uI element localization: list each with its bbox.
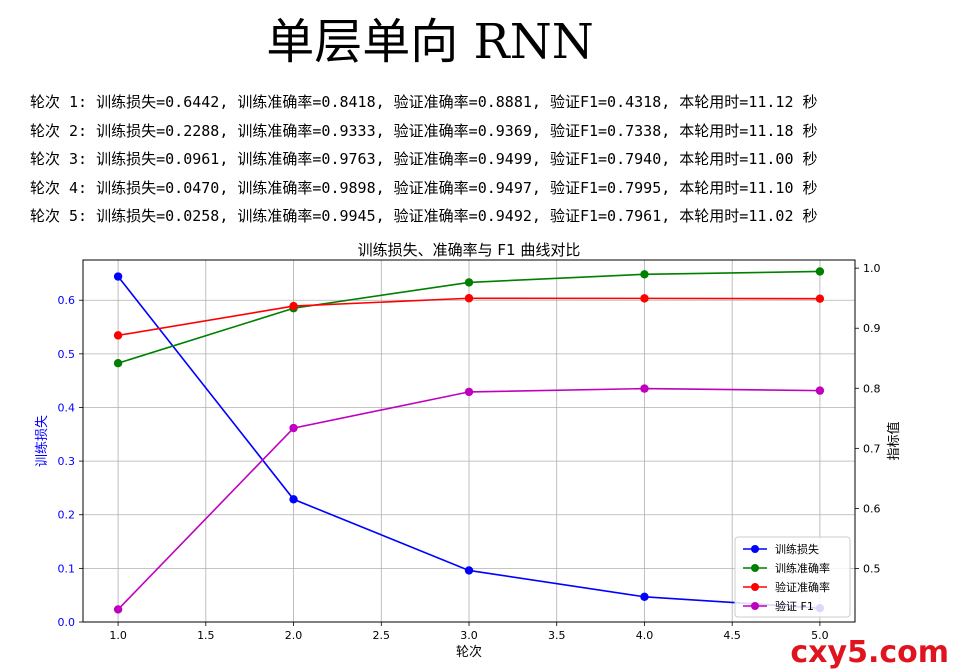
y-left-tick-label: 0.0: [58, 616, 76, 629]
axes: 1.0 1.5 2.0 2.5 3.0 3.5 4.0 4.5 5.0 0.0 0.1 0.2 0.3 0…: [58, 262, 881, 642]
data-point: [113, 272, 123, 281]
series-layer: [113, 267, 825, 614]
data-point: [113, 358, 123, 368]
y-left-tick-label: 0.3: [58, 455, 76, 468]
page-title: 单层单向 RNN: [266, 14, 594, 70]
y-right-tick-label: 1.0: [863, 262, 881, 275]
y-right-tick-label: 0.8: [863, 382, 881, 395]
watermark: cxy5.com: [790, 635, 949, 670]
y-right-tick-label: 0.5: [863, 562, 881, 575]
legend-swatch-marker: [751, 602, 759, 610]
y-right-tick-label: 0.9: [863, 322, 881, 335]
data-point: [640, 270, 649, 279]
x-tick-label: 3.0: [460, 629, 478, 642]
x-tick-label: 3.5: [548, 629, 566, 642]
log-line-2: 轮次 2: 训练损失=0.2288, 训练准确率=0.9333, 验证准确率=0…: [30, 121, 818, 140]
legend-label: 验证 F1: [775, 599, 814, 613]
legend-label: 验证准确率: [775, 580, 830, 594]
data-point: [289, 423, 298, 433]
x-tick-label: 2.0: [285, 629, 303, 642]
data-point: [464, 387, 474, 397]
legend-label: 训练损失: [775, 542, 819, 556]
data-point: [640, 384, 649, 393]
data-point: [815, 294, 825, 303]
data-point: [289, 301, 298, 311]
x-tick-label: 1.0: [109, 629, 127, 642]
y-left-tick-label: 0.1: [58, 562, 76, 575]
x-tick-label: 5.0: [811, 629, 829, 642]
data-point: [464, 294, 474, 303]
data-point: [640, 592, 649, 601]
y-left-tick-label: 0.2: [58, 509, 76, 522]
y-axis-left-label: 训练损失: [35, 415, 50, 467]
legend-box: [734, 536, 851, 618]
y-left-tick-label: 0.4: [58, 401, 76, 414]
log-line-5: 轮次 5: 训练损失=0.0258, 训练准确率=0.9945, 验证准确率=0…: [30, 207, 818, 225]
x-tick-label: 4.0: [636, 629, 654, 642]
data-point: [815, 386, 825, 395]
data-point: [113, 605, 123, 614]
x-tick-label: 1.5: [197, 629, 215, 642]
metrics-line-chart: 训练损失、准确率与 F1 曲线对比 1.0 1.5 2.0 2.5 3.0 3.5 4.0 4…: [35, 241, 902, 660]
data-point: [464, 278, 474, 287]
log-line-4: 轮次 4: 训练损失=0.0470, 训练准确率=0.9898, 验证准确率=0…: [30, 178, 818, 197]
y-axis-right-label: 指标值: [886, 421, 902, 460]
data-point: [289, 495, 298, 504]
y-left-tick-label: 0.6: [58, 294, 76, 307]
x-tick-label: 4.5: [723, 629, 741, 642]
y-right-tick-label: 0.6: [863, 502, 881, 515]
legend-swatch-marker: [751, 564, 759, 572]
legend-label: 训练准确率: [775, 561, 830, 575]
data-point: [113, 331, 123, 340]
x-axis-label: 轮次: [456, 644, 482, 660]
log-line-3: 轮次 3: 训练损失=0.0961, 训练准确率=0.9763, 验证准确率=0…: [30, 150, 818, 168]
log-line-1: 轮次 1: 训练损失=0.6442, 训练准确率=0.8418, 验证准确率=0…: [30, 93, 818, 111]
legend-swatch-marker: [751, 583, 759, 591]
y-right-tick-label: 0.7: [863, 442, 881, 455]
x-tick-label: 2.5: [373, 629, 391, 642]
data-point: [640, 294, 649, 303]
y-left-tick-label: 0.5: [58, 348, 76, 361]
data-point: [815, 267, 825, 276]
legend-swatch-marker: [751, 545, 759, 553]
data-point: [464, 566, 474, 575]
chart-title: 训练损失、准确率与 F1 曲线对比: [358, 241, 581, 259]
training-log: 轮次 1: 训练损失=0.6442, 训练准确率=0.8418, 验证准确率=0…: [30, 88, 818, 231]
